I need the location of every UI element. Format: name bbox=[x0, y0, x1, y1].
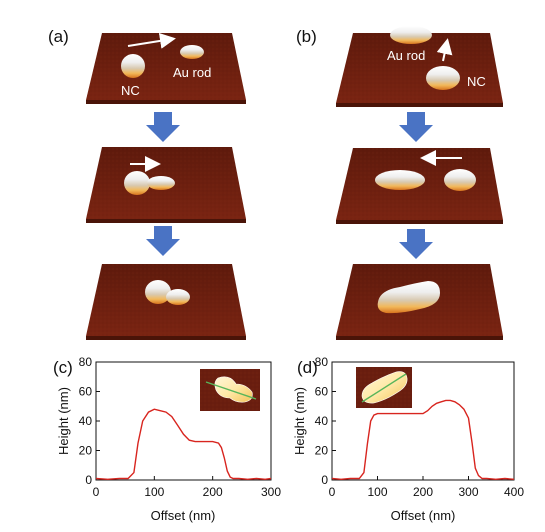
down-arrow-a2 bbox=[146, 226, 180, 256]
down-arrow-b2 bbox=[399, 229, 433, 259]
y-tick-label: 20 bbox=[79, 444, 93, 458]
inset-afm-image-c bbox=[200, 369, 260, 411]
x-tick-label: 300 bbox=[458, 485, 478, 499]
x-tick-label: 0 bbox=[329, 485, 336, 499]
merged-blob bbox=[377, 281, 440, 314]
y-axis-label: Height (nm) bbox=[292, 387, 307, 455]
x-tick-label: 0 bbox=[93, 485, 100, 499]
profile-curve bbox=[331, 399, 515, 481]
au-rod-blob bbox=[166, 289, 190, 305]
y-tick-label: 40 bbox=[315, 414, 329, 428]
label-nc-a: NC bbox=[121, 83, 140, 98]
down-arrow-a1 bbox=[146, 112, 180, 142]
y-tick-label: 0 bbox=[321, 473, 328, 487]
inset-blob bbox=[214, 376, 253, 403]
afm-plate-b2 bbox=[336, 148, 503, 224]
afm-plate-a2 bbox=[86, 147, 246, 223]
x-tick-label: 100 bbox=[367, 485, 387, 499]
y-tick-label: 0 bbox=[85, 473, 92, 487]
down-arrow-b1 bbox=[399, 112, 433, 142]
panel-label-b: (b) bbox=[296, 27, 317, 46]
height-profile-chart-c: (c) 0 20 40 60 80 0 100 200 300 Offset (nm) Hei… bbox=[53, 355, 281, 523]
afm-plate-b3 bbox=[336, 264, 503, 340]
au-rod-blob bbox=[375, 170, 425, 190]
y-tick-label: 40 bbox=[79, 414, 93, 428]
x-tick-label: 300 bbox=[261, 485, 281, 499]
y-tick-label: 20 bbox=[315, 444, 329, 458]
x-tick-label: 200 bbox=[203, 485, 223, 499]
x-tick-label: 100 bbox=[144, 485, 164, 499]
nanocrystal-blob bbox=[121, 54, 145, 78]
profile-curve bbox=[95, 408, 272, 481]
x-tick-label: 400 bbox=[504, 485, 524, 499]
panel-label-a: (a) bbox=[48, 27, 69, 46]
move-arrow bbox=[436, 38, 453, 62]
label-nc-b: NC bbox=[467, 74, 486, 89]
y-tick-label: 60 bbox=[79, 385, 93, 399]
y-axis-label: Height (nm) bbox=[56, 387, 71, 455]
nanocrystal-blob bbox=[444, 169, 476, 191]
inset-afm-image-d bbox=[356, 367, 412, 408]
au-rod-blob bbox=[147, 176, 175, 190]
nanocrystal-blob bbox=[426, 66, 460, 90]
nanocrystal-blob bbox=[124, 171, 150, 195]
inset-profile-line bbox=[205, 381, 257, 400]
move-arrow bbox=[127, 32, 176, 49]
panel-label-c: (c) bbox=[53, 358, 73, 377]
panel-label-d: (d) bbox=[297, 358, 318, 377]
afm-plate-b1: Au rod NC bbox=[336, 26, 503, 107]
au-rod-blob bbox=[180, 45, 204, 59]
afm-plate-a1: NC Au rod bbox=[86, 32, 246, 104]
y-tick-label: 60 bbox=[315, 385, 329, 399]
label-au-rod-a: Au rod bbox=[173, 65, 211, 80]
afm-plate-a3 bbox=[86, 264, 246, 340]
y-tick-label: 80 bbox=[79, 355, 93, 369]
x-axis-label: Offset (nm) bbox=[151, 508, 216, 523]
label-au-rod-b: Au rod bbox=[387, 48, 425, 63]
x-axis-label: Offset (nm) bbox=[391, 508, 456, 523]
y-tick-label: 80 bbox=[315, 355, 329, 369]
nanocrystal-blob bbox=[145, 280, 171, 304]
inset-profile-line bbox=[361, 373, 407, 403]
au-rod-blob bbox=[390, 26, 432, 44]
x-tick-label: 200 bbox=[413, 485, 433, 499]
